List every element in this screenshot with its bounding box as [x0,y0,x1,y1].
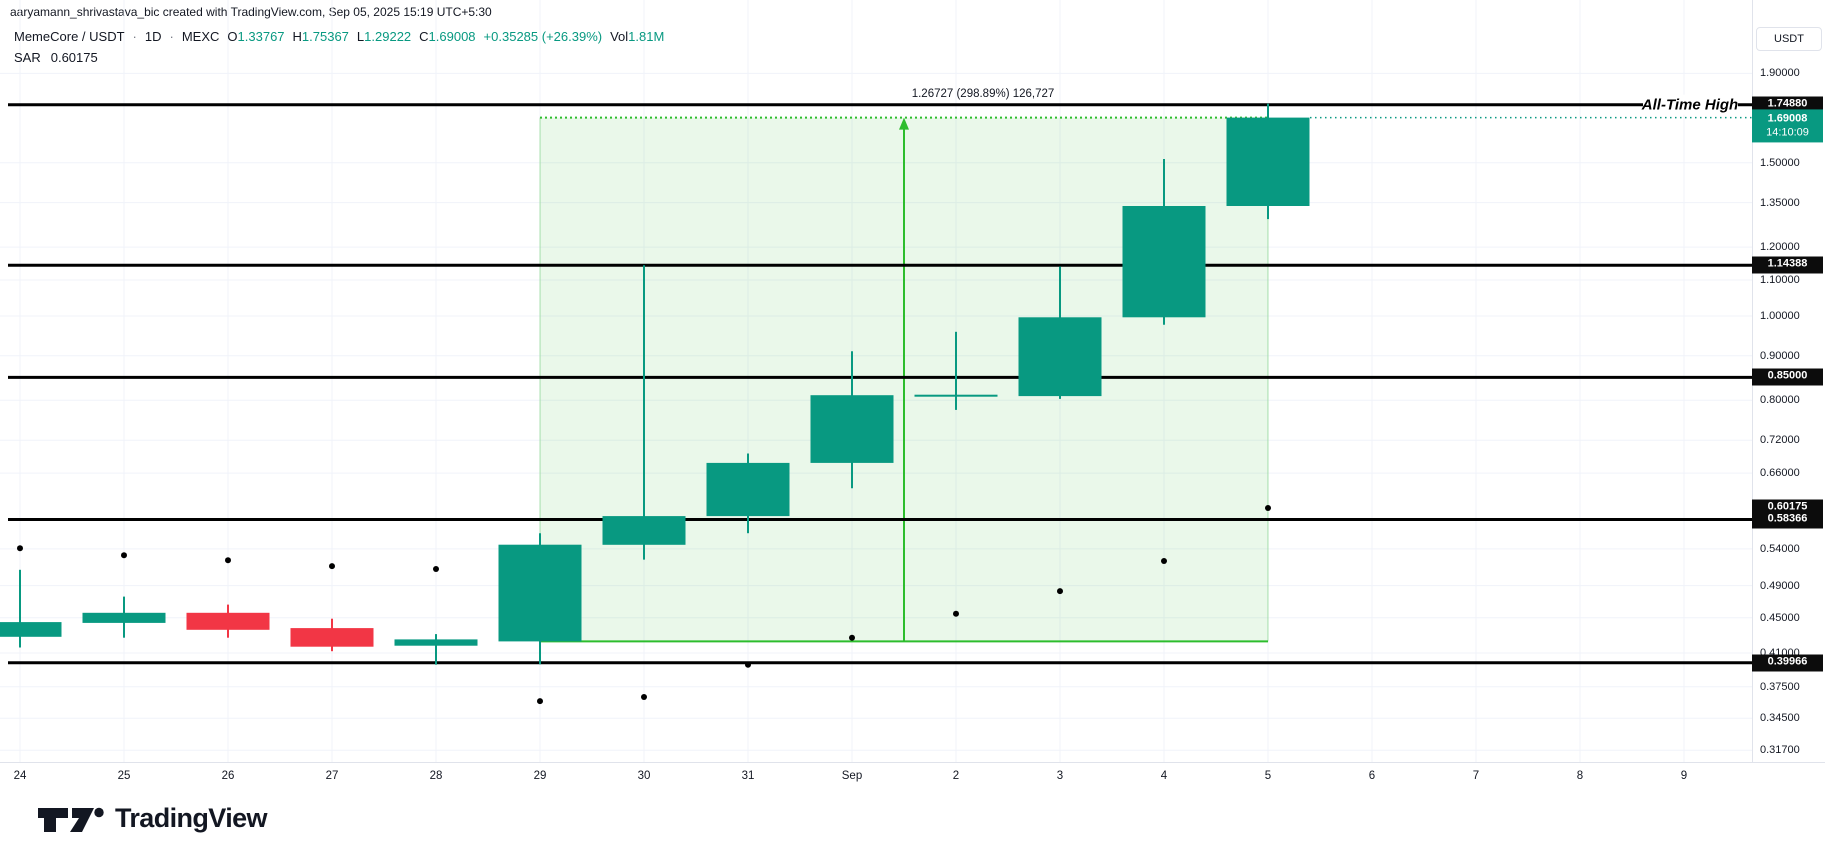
attribution-text: aaryamann_shrivastava_bic created with T… [10,5,492,19]
volume-value: Vol1.81M [610,29,665,44]
candle-5 [1226,103,1310,220]
sar-indicator-legend[interactable]: SAR 0.60175 [14,50,98,65]
last-price-badge: 1.69008 14:10:09 [1752,109,1823,143]
chart-legend: MemeCore / USDT · 1D · MEXC O1.33767 H1.… [14,29,664,44]
time-tick-label: 9 [1680,770,1688,782]
change-value: +0.35285 (+26.39%) [483,29,603,44]
sar-dot-4 [1161,558,1167,564]
sar-dot-30 [641,694,647,700]
price-tick-label: 1.90000 [1760,67,1800,80]
candle-30 [602,265,686,560]
price-tick-label: 0.31700 [1760,744,1800,757]
candle-31 [706,453,790,534]
sar-dot-2 [953,610,959,617]
candle-2 [914,331,998,410]
price-level-badge: 0.39966 [1752,654,1823,672]
time-tick-label: 3 [1056,770,1064,782]
price-tick-label: 0.80000 [1760,394,1800,407]
candle-26 [186,604,270,638]
open-value: O1.33767 [227,29,285,44]
time-tick-label: 2 [952,770,960,782]
close-value: C1.69008 [419,29,476,44]
candle-25 [82,596,166,638]
price-tick-label: 0.90000 [1760,349,1800,362]
candlestick-chart[interactable]: 1.26727 (298.89%) 126,727 All-Time High [0,0,1752,762]
time-tick-label: 5 [1264,770,1272,782]
price-tick-label: 0.34500 [1760,712,1800,725]
price-tick-label: 0.72000 [1760,434,1800,447]
candle-3 [1018,266,1102,399]
candle-4 [1122,159,1206,325]
symbol-name[interactable]: MemeCore / USDT [14,29,125,44]
legend-separator: · [132,29,137,44]
time-tick-label: 8 [1576,770,1584,782]
time-tick-label: 4 [1160,770,1168,782]
price-tick-label: 0.45000 [1760,611,1800,624]
sar-dot-31 [745,661,751,668]
interval-selector[interactable]: 1D [144,29,162,44]
price-tick-label: 1.00000 [1760,310,1800,322]
time-tick-label: 24 [13,770,27,782]
price-tick-label: 0.49000 [1760,579,1800,592]
price-level-badge: 0.85000 [1752,368,1823,386]
price-tick-label: 1.10000 [1760,274,1800,286]
currency-toggle-button[interactable]: USDT [1756,27,1822,51]
sar-value: 0.60175 [50,50,98,65]
price-axis[interactable]: 1.90000 1.50000 1.35000 1.20000 1.10000 1.000… [1752,0,1825,790]
candle-24 [0,569,62,648]
time-tick-label: 31 [741,770,755,782]
time-tick-label: 25 [117,770,131,782]
high-value: H1.75367 [292,29,349,44]
sar-dot-5 [1265,505,1271,511]
price-range-tool[interactable] [539,116,1269,643]
price-tick-label: 0.66000 [1760,467,1800,480]
sar-dot-3 [1057,588,1063,595]
candle-29 [498,533,582,665]
tradingview-logo-icon [38,807,104,832]
sar-label: SAR [14,50,41,65]
sar-dot-27 [329,563,335,570]
price-level-badge: 1.74880 [1752,96,1823,114]
sar-dot-29 [537,698,543,705]
price-level-badge: 1.14388 [1752,256,1823,274]
price-tick-label: 1.35000 [1760,196,1800,209]
exchange-name[interactable]: MEXC [181,29,220,44]
price-tick-label: 0.54000 [1760,542,1800,555]
all-time-high-label: All-Time High [1641,97,1738,114]
candle-Sep [810,351,894,489]
time-tick-label: 27 [325,770,339,782]
sar-dot-26 [225,557,231,564]
time-tick-label: 7 [1472,770,1480,782]
time-tick-label: 26 [221,770,235,782]
time-tick-label: 6 [1368,770,1376,782]
chart-canvas[interactable]: 1.26727 (298.89%) 126,727 All-Time High [0,0,1752,762]
legend-separator: · [169,29,174,44]
price-tick-label: 1.50000 [1760,156,1800,169]
time-tick-label: 28 [429,770,443,782]
time-tick-label: Sep [841,770,863,782]
low-value: L1.29222 [356,29,412,44]
range-measure-label: 1.26727 (298.89%) 126,727 [912,88,1055,100]
time-tick-label: 29 [533,770,547,782]
price-tick-label: 0.37500 [1760,680,1800,693]
candle-27 [290,618,374,652]
sar-dot-25 [121,552,127,559]
candle-28 [394,634,478,665]
tradingview-logo[interactable]: TradingView [36,803,268,834]
sar-dot-Sep [849,634,855,641]
sar-dot-28 [433,566,439,572]
sar-dot-24 [17,545,23,552]
time-axis[interactable]: 24 25 26 27 28 29 30 31 Sep 2 3 4 5 6 7 8 9 [0,762,1825,793]
price-level-badge: 0.58366 [1752,511,1823,528]
time-tick-label: 30 [637,770,651,782]
price-tick-label: 1.20000 [1760,241,1800,254]
tradingview-logo-text: TradingView [115,803,268,833]
